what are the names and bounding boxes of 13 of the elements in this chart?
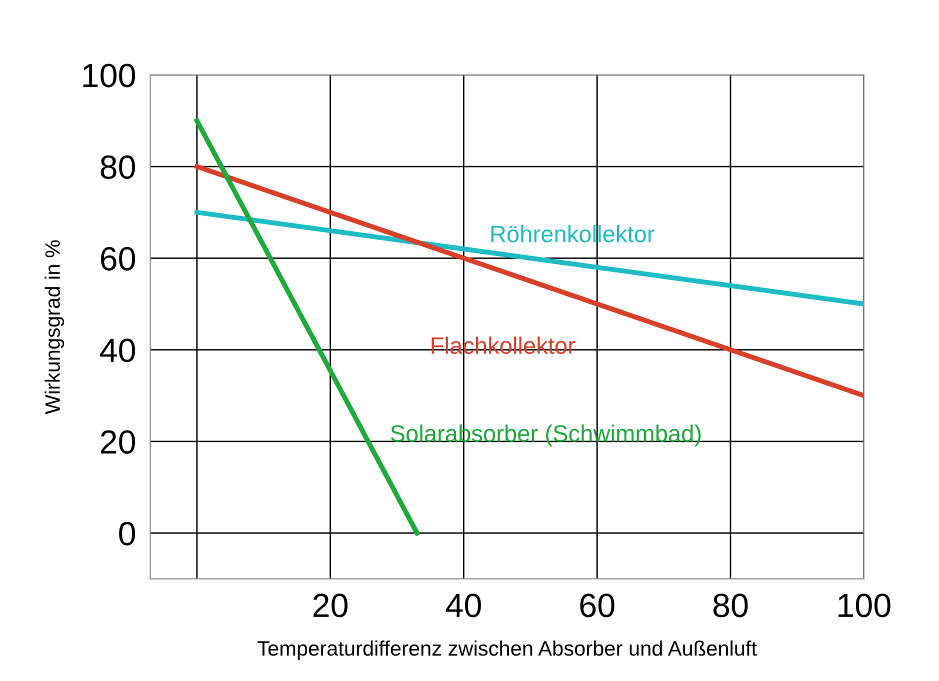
x-tick-label: 20 <box>313 594 348 618</box>
y-tick-label: 100 <box>83 64 136 88</box>
x-tick-label: 40 <box>446 594 481 618</box>
x-axis-title: Temperaturdifferenz zwischen Absorber und Außenluft <box>258 640 757 660</box>
y-tick-label: 0 <box>119 522 136 546</box>
y-axis-title: Wirkungsgrad in % <box>44 240 64 414</box>
y-tick-label: 60 <box>100 246 136 271</box>
y-tick-label: 40 <box>100 338 136 362</box>
y-tick-label: 80 <box>100 155 136 179</box>
x-tick-label: 60 <box>580 594 614 618</box>
x-tick-label: 100 <box>838 594 890 618</box>
x-tick-label: 80 <box>713 594 748 618</box>
y-tick-label: 20 <box>100 430 136 454</box>
